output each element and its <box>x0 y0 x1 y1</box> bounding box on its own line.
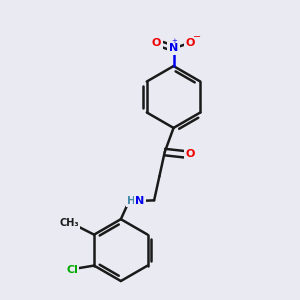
Text: −: − <box>193 32 201 42</box>
Text: +: + <box>172 38 177 44</box>
Text: CH₃: CH₃ <box>60 218 80 229</box>
Text: O: O <box>152 38 161 47</box>
Text: O: O <box>186 149 195 159</box>
Text: Cl: Cl <box>66 265 78 275</box>
Text: O: O <box>186 38 195 47</box>
Text: H: H <box>127 196 136 206</box>
Text: N: N <box>135 196 145 206</box>
Text: N: N <box>169 44 178 53</box>
